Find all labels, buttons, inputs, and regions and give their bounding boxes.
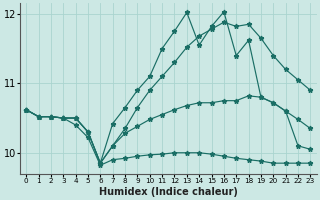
X-axis label: Humidex (Indice chaleur): Humidex (Indice chaleur) — [99, 187, 238, 197]
